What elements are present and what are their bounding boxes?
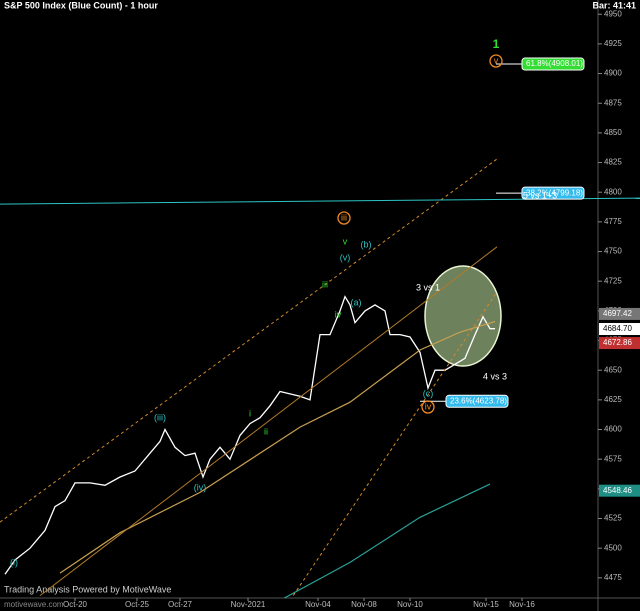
wave-label: 4 vs 3 (483, 371, 507, 381)
watermark: motivewave.com (4, 600, 64, 609)
wave-circle (489, 54, 503, 68)
price-label-box (599, 337, 640, 350)
bar-info: Bar: 41:41 (592, 0, 636, 10)
price-label: 4672.86 (603, 338, 632, 347)
y-tick-label: 4625 (604, 395, 622, 404)
y-tick-label: 4650 (604, 365, 622, 374)
fib-label: 61.8%(4908.01) (526, 59, 583, 68)
series-line (291, 291, 498, 598)
x-tick-label: Oct-25 (125, 600, 150, 609)
wave-label: i (249, 408, 251, 418)
price-label-box (599, 484, 640, 497)
y-tick-label: 4875 (604, 98, 622, 107)
series-line (59, 320, 496, 574)
price-label: 4697.42 (603, 309, 632, 318)
wave-label: iv (335, 309, 342, 319)
fib-box (445, 394, 509, 408)
price-label-box (599, 323, 640, 336)
wave-label: iii (341, 212, 347, 222)
fib-label: 38.2%(4799.18) (526, 188, 583, 197)
x-tick-label: Nov-16 (509, 600, 535, 609)
x-tick-label: Nov-2021 (231, 600, 266, 609)
wave-label: v (494, 55, 499, 65)
y-tick-label: 4925 (604, 39, 622, 48)
y-tick-label: 4525 (604, 514, 622, 523)
wave-label: (c) (423, 388, 434, 398)
wave-label: iii (322, 279, 328, 289)
wave-label: (iv) (194, 482, 207, 492)
wave-label: ii (264, 426, 268, 436)
y-tick-label: 4775 (604, 217, 622, 226)
series-line (4, 295, 495, 575)
series-line (0, 158, 498, 523)
chart-title: S&P 500 Index (Blue Count) - 1 hour (4, 0, 158, 10)
y-tick-label: 4825 (604, 158, 622, 167)
series-line (39, 246, 498, 596)
x-tick-label: Nov-15 (473, 600, 499, 609)
wave-label: v (343, 236, 348, 246)
y-tick-label: 4475 (604, 573, 622, 582)
y-tick-label: 4900 (604, 69, 622, 78)
wave-label: (iii) (154, 412, 166, 422)
wave-label: iv (425, 401, 432, 411)
wave-circle (421, 400, 435, 414)
wave-label: 3 vs 1 (416, 282, 440, 292)
wave-circle (337, 211, 351, 225)
series-line (283, 483, 491, 598)
x-tick-label: Oct-20 (63, 600, 88, 609)
fib-box (521, 186, 585, 200)
y-tick-label: 4850 (604, 128, 622, 137)
highlight-ellipse (424, 265, 502, 367)
y-tick-label: 4800 (604, 187, 622, 196)
y-tick-label: 4950 (604, 9, 622, 18)
x-tick-label: Nov-08 (351, 600, 377, 609)
y-tick-label: 4750 (604, 247, 622, 256)
wave-label: (v) (340, 252, 351, 262)
fib-box (521, 57, 585, 71)
price-label: 4684.70 (603, 324, 632, 333)
y-tick-label: 4600 (604, 425, 622, 434)
wave-label: 1 (493, 37, 500, 51)
fib-label: 23.6%(4623.78) (450, 396, 507, 405)
wave-label: 5 vs 1+3 (523, 190, 557, 200)
y-tick-label: 4500 (604, 543, 622, 552)
footer: Trading Analysis Powered by MotiveWave (4, 584, 171, 594)
wave-label: (i) (10, 557, 18, 567)
x-tick-label: Nov-04 (305, 600, 331, 609)
wave-label: (a) (351, 297, 362, 307)
y-tick-label: 4575 (604, 454, 622, 463)
x-tick-label: Nov-10 (397, 600, 423, 609)
x-tick-label: Oct-27 (168, 600, 193, 609)
price-label: 4548.46 (603, 486, 632, 495)
wave-label: (b) (361, 239, 372, 249)
y-tick-label: 4725 (604, 276, 622, 285)
price-label-box (599, 307, 640, 320)
